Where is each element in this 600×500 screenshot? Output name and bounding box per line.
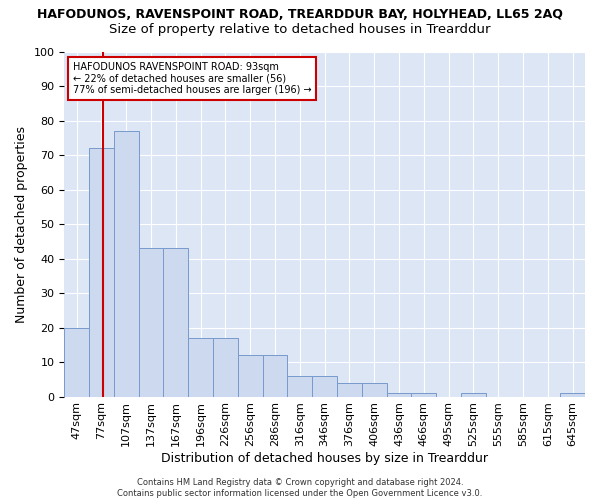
Bar <box>263 355 287 397</box>
Bar <box>188 338 213 396</box>
Bar <box>337 383 362 396</box>
Bar <box>312 376 337 396</box>
Bar <box>213 338 238 396</box>
Bar <box>287 376 312 396</box>
Text: HAFODUNOS, RAVENSPOINT ROAD, TREARDDUR BAY, HOLYHEAD, LL65 2AQ: HAFODUNOS, RAVENSPOINT ROAD, TREARDDUR B… <box>37 8 563 20</box>
Bar <box>114 131 139 396</box>
X-axis label: Distribution of detached houses by size in Trearddur: Distribution of detached houses by size … <box>161 452 488 465</box>
Bar <box>163 248 188 396</box>
Bar <box>139 248 163 396</box>
Bar <box>238 355 263 397</box>
Bar <box>412 393 436 396</box>
Text: HAFODUNOS RAVENSPOINT ROAD: 93sqm
← 22% of detached houses are smaller (56)
77% : HAFODUNOS RAVENSPOINT ROAD: 93sqm ← 22% … <box>73 62 311 95</box>
Bar <box>89 148 114 396</box>
Bar <box>64 328 89 396</box>
Text: Size of property relative to detached houses in Trearddur: Size of property relative to detached ho… <box>109 22 491 36</box>
Text: Contains HM Land Registry data © Crown copyright and database right 2024.
Contai: Contains HM Land Registry data © Crown c… <box>118 478 482 498</box>
Bar <box>362 383 386 396</box>
Bar <box>560 393 585 396</box>
Bar <box>386 393 412 396</box>
Y-axis label: Number of detached properties: Number of detached properties <box>15 126 28 322</box>
Bar <box>461 393 486 396</box>
